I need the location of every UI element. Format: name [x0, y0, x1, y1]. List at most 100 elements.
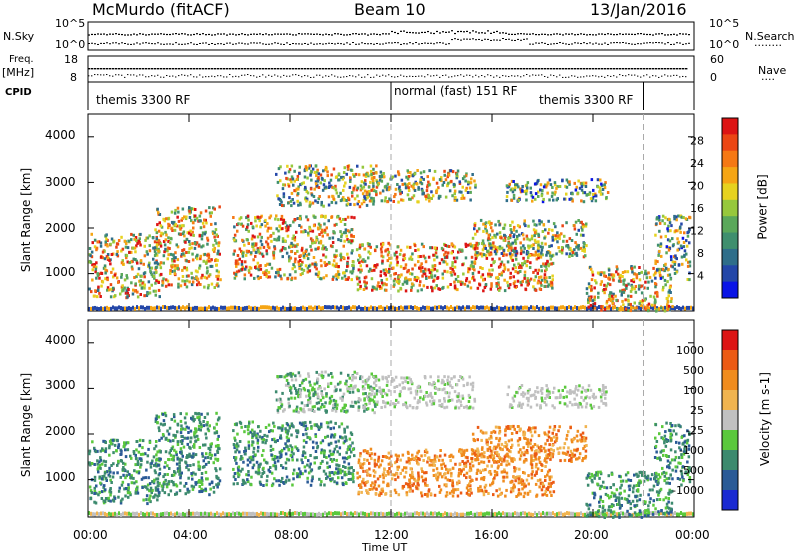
heatmap-cell — [212, 206, 215, 210]
heatmap-cell — [436, 269, 439, 273]
heatmap-cell — [622, 290, 626, 294]
noise-sky-point — [568, 33, 570, 35]
heatmap-cell — [380, 175, 383, 179]
heatmap-cell — [114, 511, 116, 516]
heatmap-cell — [422, 284, 426, 288]
noise-sky-point — [457, 30, 459, 33]
nave-point — [481, 75, 483, 77]
noise-left-bottom: 10^0 — [55, 38, 86, 51]
heatmap-cell — [191, 477, 194, 481]
heatmap-cell — [214, 453, 217, 457]
heatmap-cell — [526, 259, 529, 263]
noise-search-point — [283, 43, 285, 45]
freq-point — [169, 68, 172, 70]
heatmap-cell — [382, 306, 384, 311]
heatmap-cell — [204, 511, 206, 516]
heatmap-cell — [604, 274, 607, 278]
noise-sky-point — [601, 33, 603, 35]
heatmap-cell — [638, 512, 640, 517]
noise-search-point — [91, 42, 93, 44]
heatmap-cell — [199, 428, 202, 432]
heatmap-cell — [187, 431, 190, 434]
heatmap-cell — [405, 175, 408, 179]
heatmap-cell — [356, 164, 359, 168]
heatmap-cell — [671, 237, 674, 241]
heatmap-cell — [673, 217, 676, 221]
freq-point — [328, 68, 331, 70]
noise-search-point — [385, 42, 387, 44]
heatmap-cell — [406, 305, 408, 310]
heatmap-cell — [233, 271, 236, 275]
heatmap-cell — [207, 460, 210, 464]
nave-point — [589, 75, 591, 77]
heatmap-cell — [367, 256, 370, 260]
heatmap-cell — [510, 242, 513, 246]
heatmap-cell — [446, 244, 449, 248]
heatmap-cell — [334, 511, 336, 516]
heatmap-cell — [464, 256, 468, 260]
heatmap-cell — [379, 270, 383, 274]
freq-point — [496, 68, 499, 70]
heatmap-cell — [335, 249, 338, 253]
heatmap-cell — [542, 262, 545, 266]
heatmap-cell — [373, 264, 377, 267]
noise-sky-point — [616, 33, 618, 36]
heatmap-cell — [536, 254, 540, 257]
nave-point — [208, 76, 210, 78]
heatmap-cell — [392, 305, 394, 310]
noise-sky-point — [571, 33, 573, 35]
heatmap-cell — [301, 272, 304, 275]
heatmap-cell — [474, 232, 477, 236]
heatmap-cell — [514, 266, 518, 270]
freq-left-bottom: 8 — [70, 71, 77, 84]
heatmap-cell — [130, 260, 133, 264]
freq-point — [232, 68, 235, 70]
heatmap-cell — [618, 277, 622, 280]
freq-point — [379, 68, 382, 70]
heatmap-cell — [156, 494, 159, 498]
heatmap-cell — [566, 180, 570, 184]
heatmap-cell — [383, 175, 386, 179]
heatmap-cell — [606, 511, 608, 516]
heatmap-cell — [311, 229, 315, 233]
heatmap-cell — [154, 252, 158, 256]
noise-search-point — [487, 38, 489, 40]
heatmap-cell — [510, 306, 512, 311]
noise-search-point — [445, 43, 447, 45]
noise-sky-point — [523, 33, 525, 35]
heatmap-cell — [321, 188, 325, 192]
noise-search-point — [637, 43, 639, 45]
heatmap-cell — [495, 249, 499, 253]
heatmap-cell — [108, 439, 112, 443]
heatmap-cell — [675, 257, 678, 261]
heatmap-cell — [137, 450, 141, 454]
heatmap-cell — [574, 305, 576, 310]
noise-sky-point — [544, 33, 546, 35]
heatmap-cell — [176, 467, 180, 471]
heatmap-cell — [398, 511, 400, 516]
freq-point — [283, 68, 286, 70]
heatmap-cell — [163, 250, 166, 254]
heatmap-cell — [404, 305, 406, 310]
heatmap-cell — [291, 237, 294, 241]
heatmap-cell — [132, 476, 135, 480]
freq-point — [382, 68, 385, 70]
heatmap-cell — [142, 262, 145, 266]
heatmap-cell — [206, 412, 209, 416]
noise-sky-point — [550, 34, 552, 36]
heatmap-cell — [568, 197, 571, 201]
heatmap-cell — [685, 239, 688, 243]
heatmap-cell — [137, 267, 141, 271]
nave-point — [184, 74, 186, 76]
heatmap-cell — [547, 231, 550, 235]
heatmap-cell — [666, 229, 670, 233]
heatmap-cell — [179, 481, 182, 485]
heatmap-cell — [383, 282, 386, 286]
noise-search-point — [619, 42, 621, 44]
noise-search-point — [133, 43, 135, 45]
heatmap-cell — [350, 191, 354, 195]
heatmap-cell — [148, 261, 151, 265]
heatmap-cell — [516, 279, 520, 283]
heatmap-cell — [658, 229, 661, 233]
freq-point — [616, 68, 619, 70]
